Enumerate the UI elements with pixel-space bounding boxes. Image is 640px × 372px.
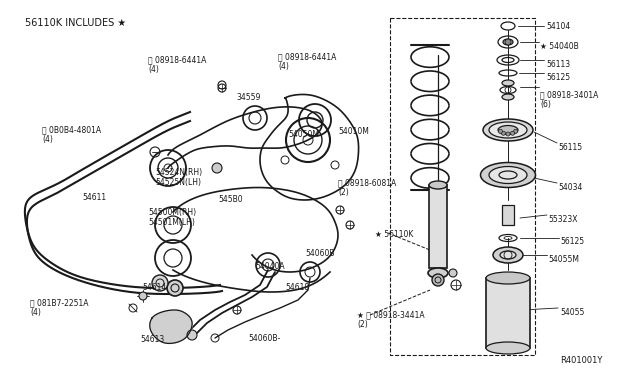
Text: 54500M(RH)
54501M(LH): 54500M(RH) 54501M(LH) xyxy=(148,208,196,227)
Text: 56115: 56115 xyxy=(558,143,582,152)
Ellipse shape xyxy=(493,247,523,263)
Circle shape xyxy=(167,280,183,296)
Text: 54614: 54614 xyxy=(142,283,166,292)
Text: 55323X: 55323X xyxy=(548,215,577,224)
Text: 54060B: 54060B xyxy=(305,249,335,258)
Ellipse shape xyxy=(483,119,533,141)
Circle shape xyxy=(212,163,222,173)
Text: Ⓑ 081B7-2251A
(4): Ⓑ 081B7-2251A (4) xyxy=(30,298,88,317)
Text: R401001Y: R401001Y xyxy=(560,356,602,365)
Circle shape xyxy=(506,132,510,136)
Ellipse shape xyxy=(489,122,527,138)
Bar xyxy=(502,205,514,225)
Text: 54104: 54104 xyxy=(546,22,570,31)
Text: 54050M: 54050M xyxy=(288,130,319,139)
Circle shape xyxy=(139,292,147,300)
Circle shape xyxy=(501,131,506,135)
Bar xyxy=(486,278,530,348)
Text: 54055: 54055 xyxy=(560,308,584,317)
Text: 54524N(RH)
54525N(LH): 54524N(RH) 54525N(LH) xyxy=(155,168,202,187)
Text: 54055M: 54055M xyxy=(548,255,579,264)
Circle shape xyxy=(432,274,444,286)
Text: ★ 54040B: ★ 54040B xyxy=(540,42,579,51)
Text: 54010M: 54010M xyxy=(338,127,369,136)
Ellipse shape xyxy=(502,94,514,100)
Ellipse shape xyxy=(503,39,513,45)
Ellipse shape xyxy=(486,342,530,354)
Text: Ⓑ 0B0B4-4801A
(4): Ⓑ 0B0B4-4801A (4) xyxy=(42,125,101,144)
Text: Ⓝ 08918-6081A
(2): Ⓝ 08918-6081A (2) xyxy=(338,178,396,198)
Text: Ⓝ 08918-3401A
(6): Ⓝ 08918-3401A (6) xyxy=(540,90,598,109)
Circle shape xyxy=(152,275,168,291)
Text: 56113: 56113 xyxy=(546,60,570,69)
Ellipse shape xyxy=(429,181,447,189)
Ellipse shape xyxy=(486,272,530,284)
Circle shape xyxy=(499,129,502,134)
Ellipse shape xyxy=(428,268,448,278)
Text: ★ Ⓝ 08918-3441A
(2): ★ Ⓝ 08918-3441A (2) xyxy=(357,310,424,329)
Text: 545B0: 545B0 xyxy=(218,195,243,204)
Text: 56125: 56125 xyxy=(546,73,570,82)
Text: Ⓝ 08918-6441A
(4): Ⓝ 08918-6441A (4) xyxy=(278,52,337,71)
Circle shape xyxy=(513,129,518,134)
Text: ★ 56110K: ★ 56110K xyxy=(375,230,413,239)
Ellipse shape xyxy=(481,163,536,187)
Circle shape xyxy=(511,131,515,135)
Text: 56125: 56125 xyxy=(560,237,584,246)
Circle shape xyxy=(449,269,457,277)
Text: 54611: 54611 xyxy=(82,193,106,202)
Circle shape xyxy=(187,330,197,340)
Ellipse shape xyxy=(502,80,514,86)
Text: 54060B-: 54060B- xyxy=(248,334,280,343)
Text: 34559: 34559 xyxy=(236,93,260,102)
Text: 54034: 54034 xyxy=(558,183,582,192)
Text: 56110K INCLUDES ★: 56110K INCLUDES ★ xyxy=(25,18,126,28)
Text: 54618: 54618 xyxy=(285,283,309,292)
Ellipse shape xyxy=(498,125,518,135)
Ellipse shape xyxy=(489,167,527,183)
Bar xyxy=(429,185,447,268)
Polygon shape xyxy=(150,310,192,343)
Circle shape xyxy=(505,39,511,45)
Text: 54613: 54613 xyxy=(140,335,164,344)
Text: 54040A: 54040A xyxy=(255,262,285,271)
Text: Ⓝ 08918-6441A
(4): Ⓝ 08918-6441A (4) xyxy=(148,55,206,74)
Ellipse shape xyxy=(500,251,516,259)
